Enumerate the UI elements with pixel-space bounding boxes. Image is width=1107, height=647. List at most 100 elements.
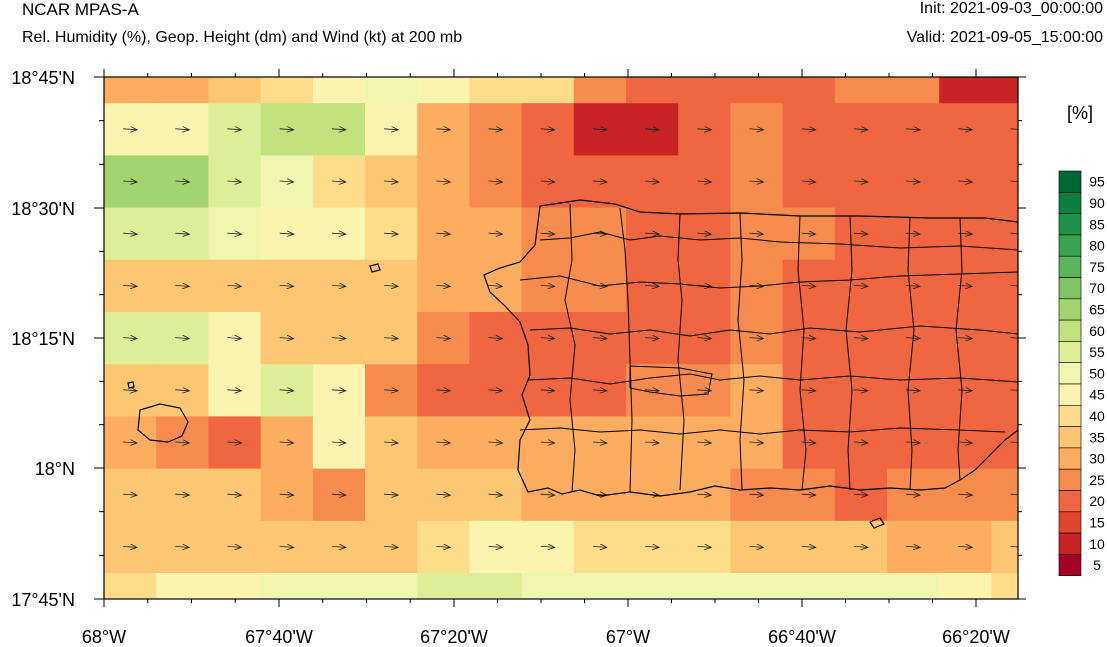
wind-arrow xyxy=(175,442,189,443)
wind-arrow xyxy=(123,285,137,286)
wind-arrow xyxy=(645,546,659,547)
y-tick-label: 18°N xyxy=(35,459,75,479)
wind-arrow xyxy=(279,494,294,495)
wind-arrow xyxy=(906,181,920,182)
wind-arrow xyxy=(645,338,659,339)
wind-arrow xyxy=(645,129,659,130)
wind-arrow xyxy=(540,546,555,547)
wind-arrow xyxy=(853,442,868,443)
colorbar-swatch xyxy=(1058,298,1082,321)
colorbar-label: 95 xyxy=(1089,174,1105,190)
humidity-cell xyxy=(626,573,679,599)
wind-arrow xyxy=(279,338,294,339)
wind-arrow xyxy=(958,181,972,182)
colorbar-label: 65 xyxy=(1089,301,1105,317)
wind-arrow xyxy=(227,494,242,495)
wind-arrow xyxy=(227,338,242,339)
humidity-cell xyxy=(1044,573,1097,626)
humidity-cell xyxy=(365,77,418,104)
wind-arrow xyxy=(488,129,503,130)
chart-subtitle: Rel. Humidity (%), Geop. Height (dm) and… xyxy=(22,29,463,46)
wind-arrow xyxy=(123,390,137,391)
wind-arrow xyxy=(592,338,607,339)
wind-arrow xyxy=(853,494,868,495)
y-tick-label: 17°45'N xyxy=(11,590,75,610)
colorbar-label: 85 xyxy=(1089,216,1105,232)
colorbar-swatch xyxy=(1058,255,1082,278)
humidity-cell xyxy=(208,573,262,599)
humidity-cell xyxy=(730,77,784,104)
humidity-cell xyxy=(312,573,366,599)
colorbar-label: 40 xyxy=(1089,408,1105,424)
wind-arrow xyxy=(227,233,242,234)
colorbar-label: 90 xyxy=(1089,195,1105,211)
valid-time: Valid: 2021-09-05_15:00:00 xyxy=(906,29,1103,46)
wind-arrow xyxy=(331,442,346,443)
wind-arrow xyxy=(331,181,346,182)
humidity-cell xyxy=(1096,103,1107,156)
wind-arrow xyxy=(853,338,868,339)
wind-arrow xyxy=(331,494,346,495)
y-tick-labels: 18°45'N 18°30'N 18°15'N 18°N 17°45'N xyxy=(11,68,75,610)
wind-arrow xyxy=(906,129,920,130)
colorbar-label: 70 xyxy=(1089,280,1105,296)
humidity-cell xyxy=(626,77,679,104)
wind-arrow xyxy=(384,546,398,547)
wind-arrow xyxy=(906,494,920,495)
x-tick-label: 66°20'W xyxy=(942,627,1010,647)
wind-arrow xyxy=(123,338,137,339)
wind-arrow xyxy=(436,129,450,130)
wind-arrow xyxy=(645,390,659,391)
init-time: Init: 2021-09-03_00:00:00 xyxy=(919,0,1103,17)
humidity-cell xyxy=(365,573,418,599)
humidity-cell xyxy=(208,77,262,104)
wind-arrow xyxy=(540,338,555,339)
x-tick-label: 68°W xyxy=(82,627,126,647)
wind-arrow xyxy=(853,285,868,286)
wind-arrow xyxy=(540,181,555,182)
wind-arrow xyxy=(958,129,972,130)
humidity-cell xyxy=(1096,51,1107,104)
colorbar-swatch xyxy=(1058,234,1082,257)
wind-arrow xyxy=(958,494,972,495)
wind-arrow xyxy=(123,233,137,234)
wind-arrow xyxy=(384,338,398,339)
wind-arrow xyxy=(853,390,868,391)
wind-arrow xyxy=(384,285,398,286)
x-tick-label: 66°40'W xyxy=(768,627,836,647)
wind-arrow xyxy=(279,129,294,130)
wind-arrow xyxy=(384,233,398,234)
wind-arrow xyxy=(801,390,816,391)
wind-arrow xyxy=(853,181,868,182)
humidity-cell xyxy=(573,573,627,599)
humidity-cell xyxy=(521,77,575,104)
colorbar-swatch xyxy=(1058,213,1082,236)
wind-arrow xyxy=(436,494,450,495)
wind-arrow xyxy=(592,129,607,130)
humidity-cell xyxy=(991,103,1018,156)
wind-arrow xyxy=(175,338,189,339)
humidity-cell xyxy=(417,573,470,599)
humidity-cell xyxy=(991,364,1018,417)
wind-arrow xyxy=(592,181,607,182)
wind-arrow xyxy=(227,442,242,443)
humidity-cell xyxy=(782,573,836,599)
humidity-cell xyxy=(991,416,1018,470)
wind-arrow xyxy=(384,181,398,182)
humidity-cell xyxy=(991,520,1018,574)
wind-arrow xyxy=(540,494,555,495)
x-tick-label: 67°20'W xyxy=(420,627,488,647)
wind-arrow xyxy=(801,338,816,339)
wind-arrow xyxy=(436,546,450,547)
wind-arrow xyxy=(227,129,242,130)
wind-arrow xyxy=(801,129,816,130)
wind-arrow xyxy=(279,442,294,443)
x-tick-label: 67°W xyxy=(606,627,650,647)
colorbar-unit: [%] xyxy=(1067,103,1094,123)
wind-arrow xyxy=(227,181,242,182)
humidity-cell xyxy=(417,77,470,104)
wind-arrow xyxy=(331,390,346,391)
wind-arrow xyxy=(488,390,503,391)
humidity-cell xyxy=(834,573,888,599)
